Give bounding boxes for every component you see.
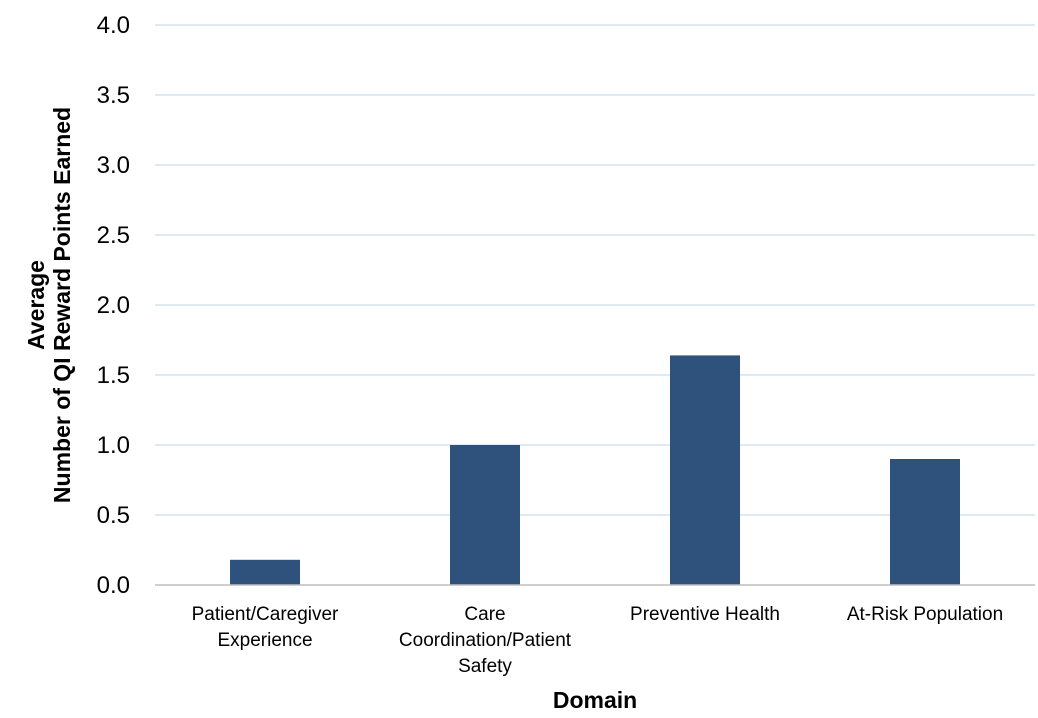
- bars: [230, 355, 960, 585]
- x-category-label: At-Risk Population: [847, 604, 1003, 625]
- y-tick-label: 2.5: [97, 222, 130, 249]
- y-tick-label: 3.5: [97, 82, 130, 109]
- y-tick-label: 3.0: [97, 152, 130, 179]
- y-tick-label: 1.5: [97, 362, 130, 389]
- y-tick-label: 1.0: [97, 432, 130, 459]
- y-tick-label: 4.0: [97, 12, 130, 39]
- x-category-label: Preventive Health: [630, 604, 780, 625]
- y-tick-labels: 0.0 0.5 1.0 1.5 2.0 2.5 3.0 3.5 4.0: [97, 12, 130, 599]
- y-tick-label: 0.0: [97, 572, 130, 599]
- bar-3: [890, 459, 960, 585]
- y-axis-title: AverageNumber of QI Reward Points Earned: [23, 107, 75, 503]
- y-tick-label: 2.0: [97, 292, 130, 319]
- gridlines: [155, 24, 1035, 516]
- bar-0: [230, 559, 300, 585]
- x-category-label: Care Coordination/Patient Safety: [399, 604, 572, 677]
- y-tick-label: 0.5: [97, 502, 130, 529]
- x-category-labels: Patient/Caregiver Experience Care Coordinat…: [192, 604, 1004, 677]
- x-category-label: Patient/Caregiver Experience: [192, 604, 339, 651]
- bar-2: [670, 355, 740, 585]
- bar-1: [450, 445, 520, 585]
- x-axis-title: Domain: [553, 687, 637, 713]
- y-axis-title-text: AverageNumber of QI Reward Points Earned: [23, 107, 75, 503]
